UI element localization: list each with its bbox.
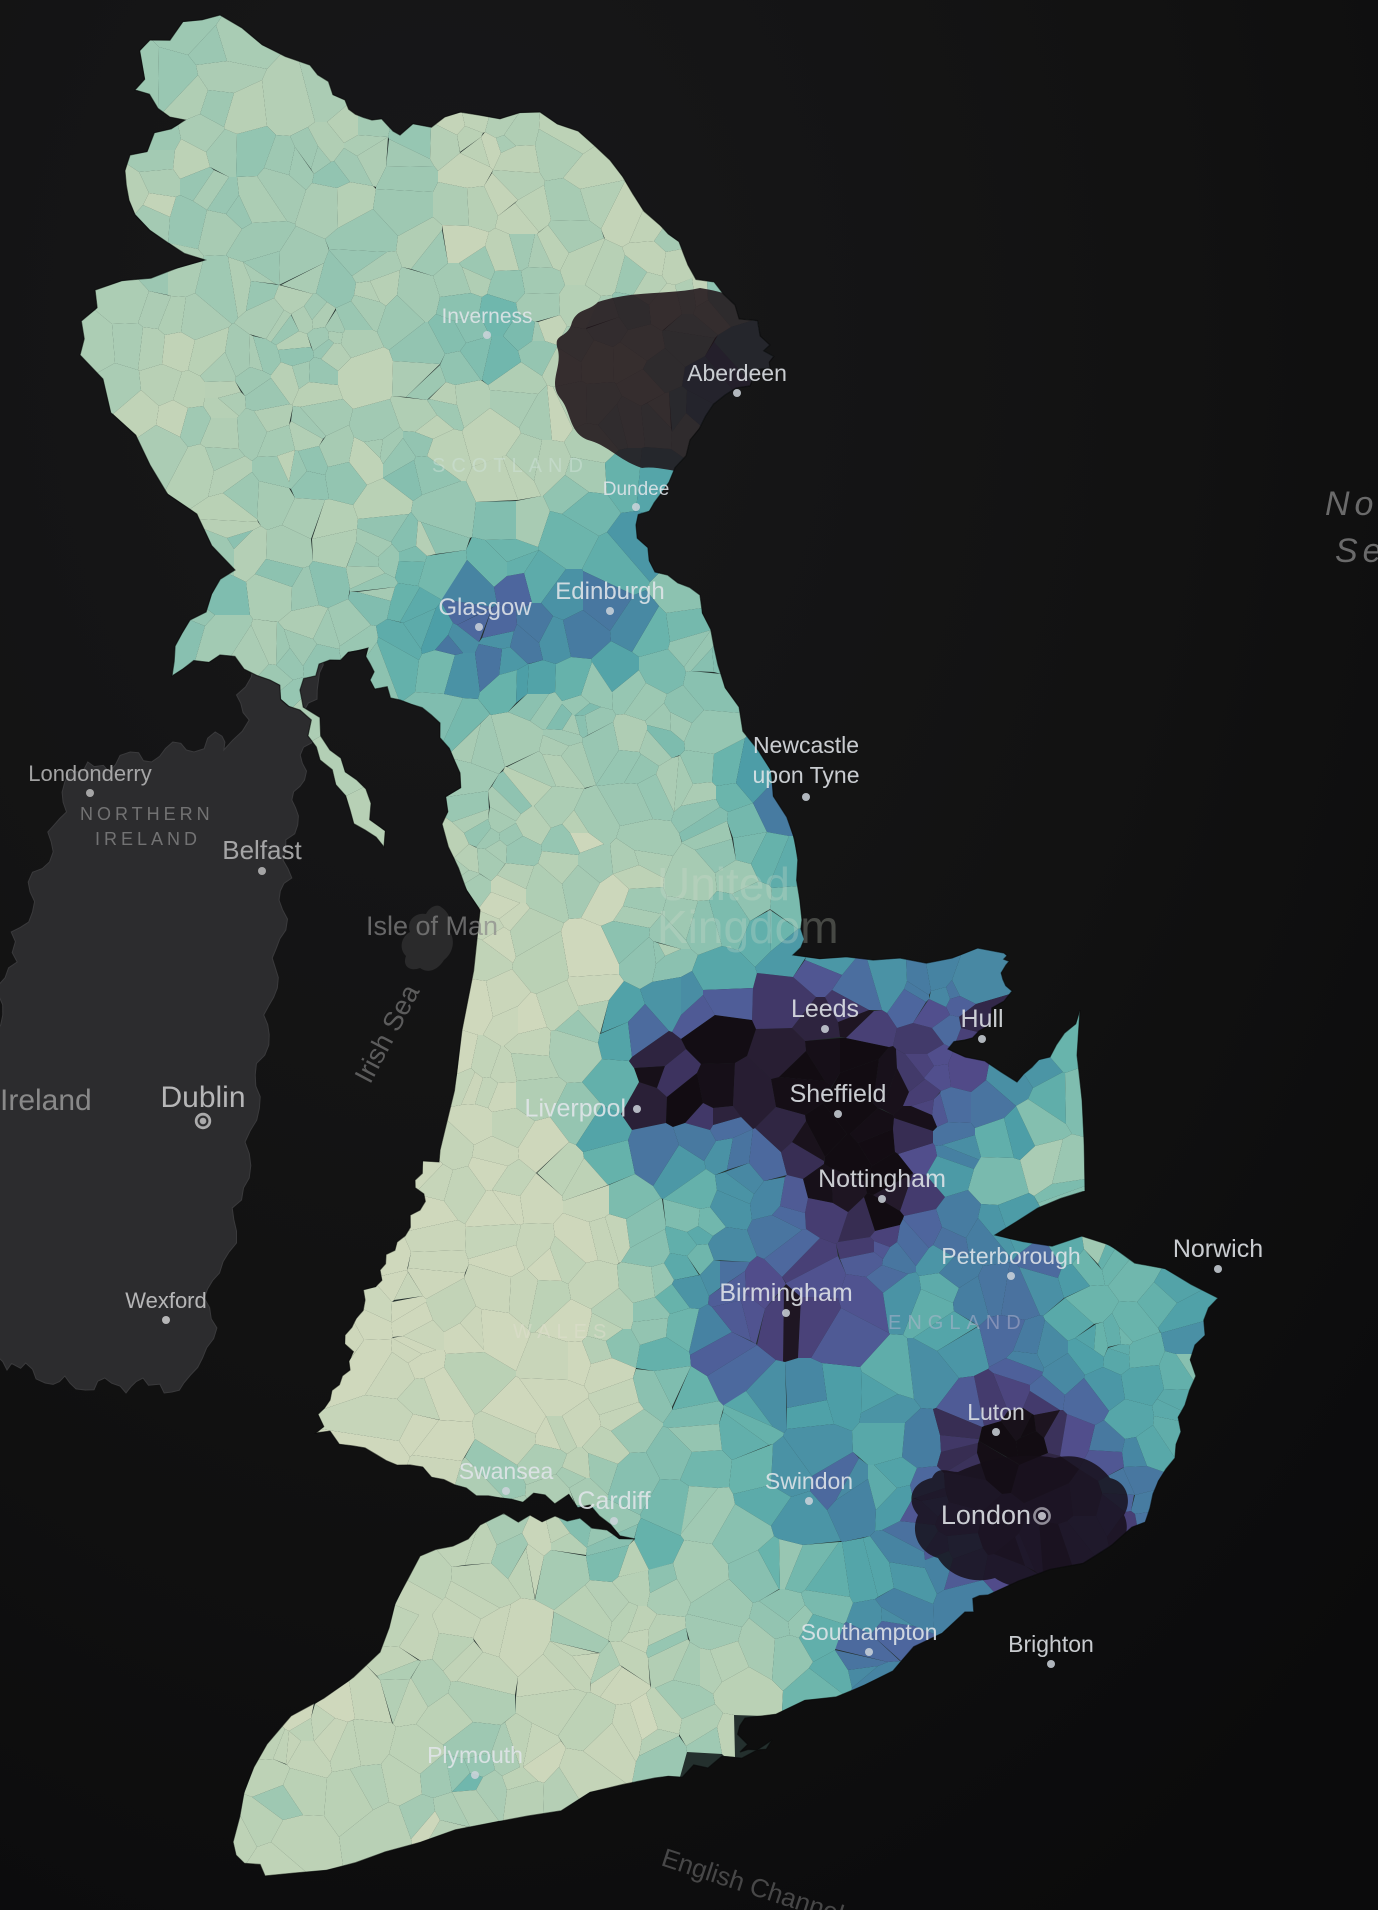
svg-text:Swansea: Swansea bbox=[459, 1458, 554, 1484]
svg-text:Southampton: Southampton bbox=[801, 1619, 938, 1645]
svg-text:Cardiff: Cardiff bbox=[577, 1487, 650, 1515]
svg-text:Peterborough: Peterborough bbox=[941, 1243, 1080, 1269]
svg-text:Liverpool: Liverpool bbox=[525, 1095, 626, 1123]
svg-text:Brighton: Brighton bbox=[1008, 1631, 1094, 1657]
svg-text:Wexford: Wexford bbox=[125, 1288, 207, 1313]
svg-text:ENGLAND: ENGLAND bbox=[888, 1312, 1027, 1334]
svg-text:Belfast: Belfast bbox=[222, 835, 302, 865]
svg-text:Plymouth: Plymouth bbox=[427, 1742, 523, 1768]
svg-text:Aberdeen: Aberdeen bbox=[687, 360, 787, 386]
svg-text:Ireland: Ireland bbox=[0, 1084, 92, 1117]
svg-text:North: North bbox=[1325, 485, 1378, 523]
svg-text:London: London bbox=[941, 1500, 1031, 1530]
svg-text:Dublin: Dublin bbox=[160, 1081, 245, 1114]
svg-text:Nottingham: Nottingham bbox=[818, 1165, 946, 1193]
svg-text:Newcastle: Newcastle bbox=[753, 732, 859, 758]
svg-text:NORTHERN: NORTHERN bbox=[80, 804, 214, 824]
svg-text:SCOTLAND: SCOTLAND bbox=[432, 455, 589, 477]
svg-text:Glasgow: Glasgow bbox=[438, 594, 532, 621]
svg-text:Londonderry: Londonderry bbox=[28, 761, 152, 786]
svg-text:Inverness: Inverness bbox=[441, 305, 532, 328]
svg-text:Swindon: Swindon bbox=[765, 1468, 853, 1494]
svg-text:upon Tyne: upon Tyne bbox=[752, 762, 859, 788]
svg-text:Isle of Man: Isle of Man bbox=[366, 911, 498, 941]
svg-text:Leeds: Leeds bbox=[791, 995, 859, 1023]
svg-text:Sheffield: Sheffield bbox=[790, 1080, 887, 1108]
svg-text:Birmingham: Birmingham bbox=[719, 1279, 852, 1307]
svg-text:Kingdom: Kingdom bbox=[657, 901, 839, 953]
svg-text:WALES: WALES bbox=[513, 1321, 612, 1343]
svg-text:Luton: Luton bbox=[967, 1399, 1025, 1425]
svg-text:Sea: Sea bbox=[1335, 532, 1378, 570]
svg-text:IRELAND: IRELAND bbox=[95, 829, 201, 849]
svg-text:Dundee: Dundee bbox=[603, 479, 670, 500]
svg-text:Norwich: Norwich bbox=[1173, 1235, 1263, 1263]
svg-text:Edinburgh: Edinburgh bbox=[555, 578, 664, 605]
svg-text:Hull: Hull bbox=[960, 1005, 1003, 1033]
